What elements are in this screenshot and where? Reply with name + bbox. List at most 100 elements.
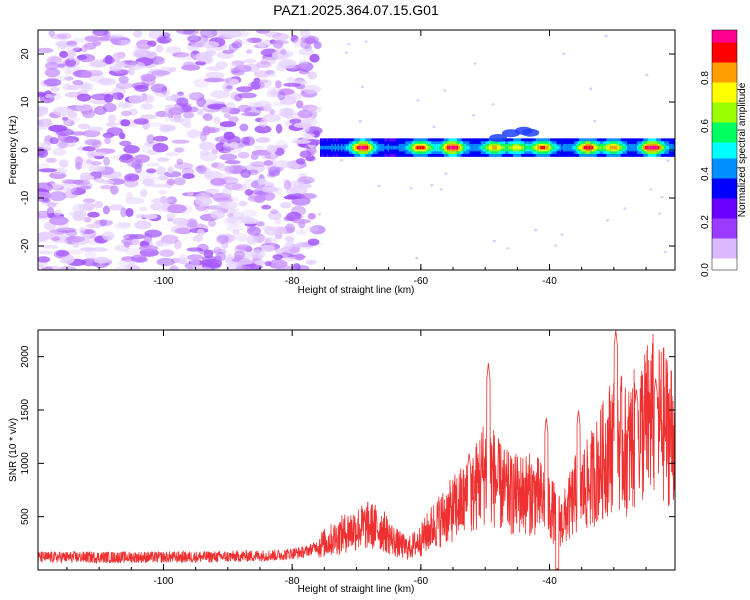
- signal-cell: [439, 145, 442, 150]
- noise-blob: [38, 168, 58, 173]
- noise-blob: [254, 260, 266, 266]
- noise-speck: [660, 196, 664, 199]
- noise-speck: [443, 89, 447, 92]
- noise-blob: [102, 56, 115, 65]
- signal-cell: [667, 145, 670, 150]
- signal-cell: [366, 145, 369, 150]
- noise-blob: [256, 61, 271, 69]
- noise-speck: [473, 62, 477, 65]
- noise-blob: [202, 259, 223, 268]
- signal-cell: [572, 145, 575, 150]
- noise-blob: [49, 216, 69, 226]
- noise-blob: [219, 121, 237, 128]
- colorbar-cell: [712, 246, 737, 251]
- noise-speck: [506, 247, 510, 250]
- noise-blob: [253, 79, 269, 84]
- signal-cell: [567, 145, 570, 150]
- signal-cell: [477, 145, 480, 150]
- colorbar-cell: [712, 138, 737, 143]
- signal-cell: [574, 145, 577, 150]
- noise-blob: [229, 196, 239, 201]
- colorbar-cell: [712, 226, 737, 231]
- colorbar-cell: [712, 82, 737, 87]
- noise-blob: [65, 235, 86, 243]
- signal-cell: [669, 145, 672, 150]
- signal-cell: [559, 145, 562, 150]
- signal-cell: [543, 145, 546, 150]
- noise-blob: [174, 162, 194, 170]
- noise-blob: [144, 229, 162, 238]
- noise-blob: [215, 251, 227, 262]
- noise-blob: [223, 131, 235, 140]
- noise-blob: [156, 258, 176, 266]
- noise-blob: [70, 131, 86, 136]
- noise-blob: [220, 240, 229, 250]
- signal-cell: [564, 145, 567, 150]
- spectrogram-ytick-label: 0: [20, 147, 31, 153]
- signal-cell: [551, 145, 554, 150]
- noise-blob: [224, 165, 243, 175]
- signal-cell: [524, 145, 527, 150]
- noise-blob: [88, 165, 96, 173]
- signal-cell: [593, 145, 596, 150]
- noise-speck: [318, 213, 321, 216]
- noise-blob: [64, 68, 71, 76]
- signal-cell: [484, 145, 487, 150]
- noise-blob: [124, 247, 142, 256]
- noise-blob: [202, 113, 213, 121]
- snr-axes: -100 -80 -60 -40 500 1000 1500 2000: [20, 329, 676, 587]
- noise-blob: [243, 58, 257, 64]
- signal-cell: [468, 145, 471, 150]
- noise-blob: [65, 187, 72, 198]
- noise-blob: [38, 250, 54, 255]
- colorbar-cell: [712, 174, 737, 179]
- noise-blob: [307, 71, 318, 80]
- signal-cell: [654, 145, 657, 150]
- signal-cell: [591, 145, 595, 150]
- signal-cell: [624, 145, 627, 150]
- noise-blob: [134, 84, 149, 92]
- signal-cell: [347, 145, 350, 150]
- noise-blob: [187, 129, 201, 139]
- signal-cell: [530, 145, 533, 150]
- noise-speck: [344, 51, 348, 54]
- noise-blob: [115, 61, 128, 67]
- noise-speck: [562, 52, 566, 55]
- noise-blob: [204, 50, 214, 58]
- noise-blob: [148, 30, 164, 39]
- noise-blob: [42, 118, 53, 127]
- noise-blob: [134, 154, 150, 163]
- noise-blob: [124, 173, 140, 182]
- noise-blob: [159, 124, 171, 133]
- noise-blob: [199, 152, 218, 162]
- noise-blob: [91, 247, 109, 252]
- signal-cell: [640, 145, 643, 150]
- noise-blob: [166, 213, 176, 220]
- signal-cell: [422, 145, 426, 150]
- noise-blob: [290, 35, 299, 43]
- signal-cell: [342, 145, 345, 150]
- signal-cell: [355, 145, 358, 150]
- signal-cell: [360, 145, 363, 150]
- signal-cell: [424, 145, 427, 150]
- noise-blob: [117, 101, 130, 109]
- noise-blob: [246, 49, 253, 54]
- noise-speck: [658, 212, 662, 215]
- noise-blob: [62, 254, 75, 264]
- noise-blob: [103, 156, 110, 166]
- signal-cell: [649, 145, 652, 150]
- noise-blob: [77, 93, 92, 102]
- colorbar-cell: [712, 242, 737, 247]
- spectrogram-xtick-label: -40: [542, 276, 557, 287]
- noise-blob: [209, 128, 217, 133]
- noise-blob: [291, 218, 311, 224]
- noise-blob: [196, 228, 205, 237]
- noise-blob: [278, 59, 297, 69]
- signal-cell: [633, 145, 636, 150]
- signal-cell: [595, 145, 598, 150]
- noise-blob: [49, 229, 68, 235]
- signal-cell: [337, 145, 340, 150]
- noise-blob: [227, 206, 239, 214]
- noise-blob: [232, 229, 240, 235]
- noise-blob: [270, 209, 279, 215]
